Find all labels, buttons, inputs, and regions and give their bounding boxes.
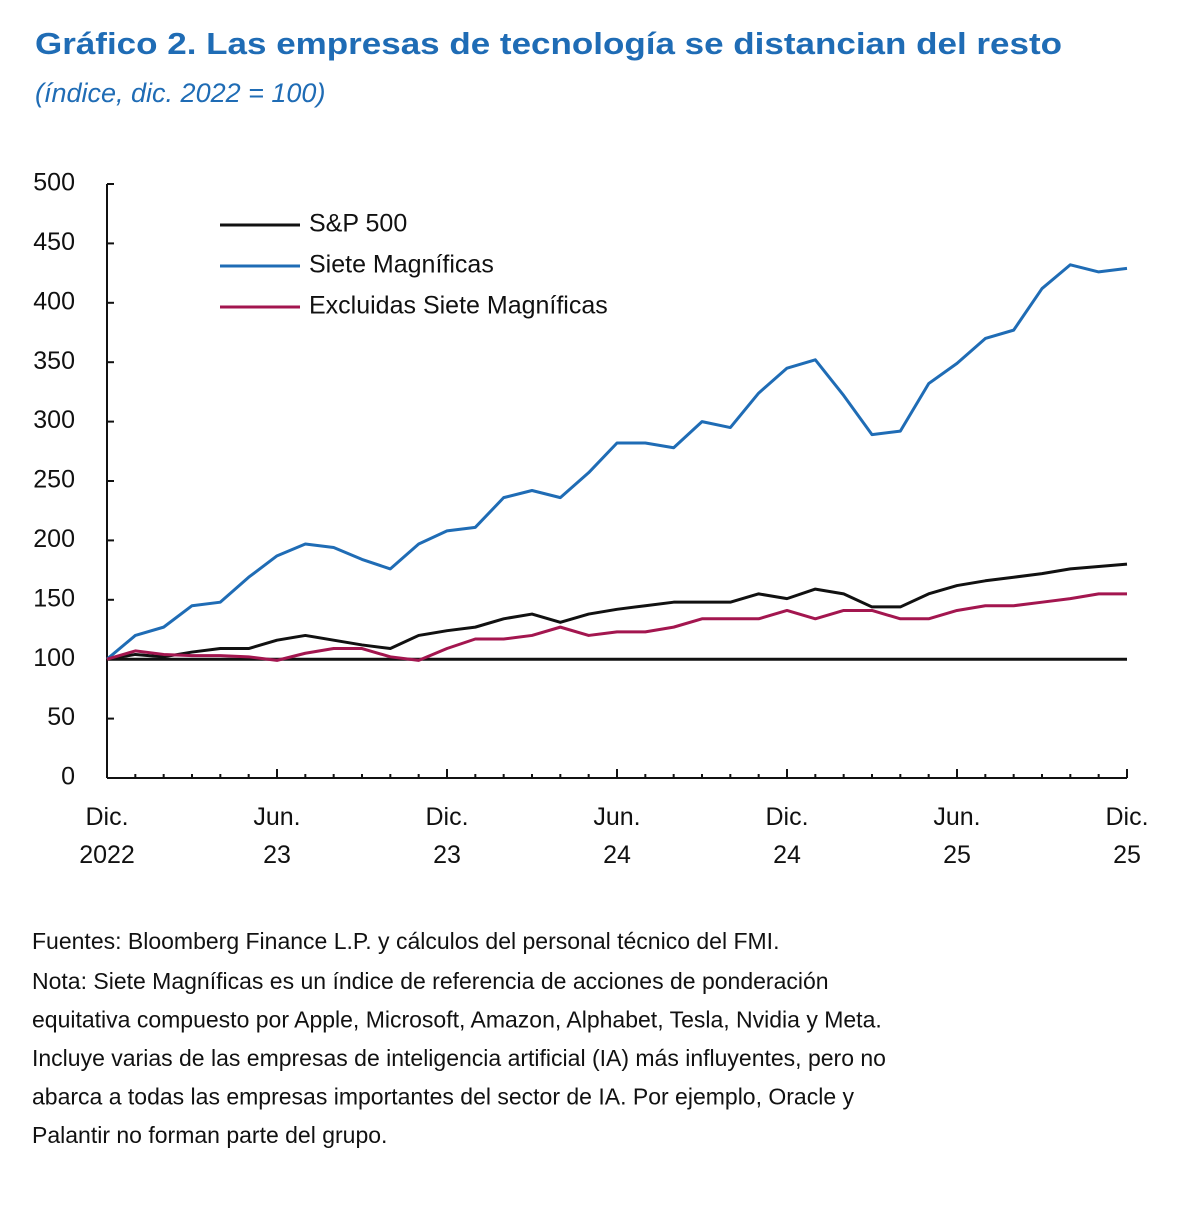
series-line — [106, 592, 1127, 662]
note-line: Incluye varias de las empresas de inteli… — [32, 1045, 886, 1071]
legend-label: S&P 500 — [309, 210, 407, 238]
x-tick-label: Jun. 24 — [593, 803, 640, 869]
note-line: abarca a todas las empresas importantes … — [32, 1084, 855, 1110]
x-tick-label: Jun. 23 — [253, 803, 300, 869]
y-tick-label: 200 — [33, 525, 75, 553]
x-tick-label: Jun. 25 — [933, 803, 980, 869]
y-tick-label: 250 — [33, 466, 75, 494]
note-line: equitativa compuesto por Apple, Microsof… — [32, 1007, 882, 1033]
series-line — [106, 562, 1128, 661]
chart-title: Gráfico 2. Las empresas de tecnología se… — [35, 26, 1062, 61]
y-tick-label: 150 — [33, 584, 75, 612]
y-tick-label: 300 — [33, 406, 75, 434]
note-line: Nota: Siete Magníficas es un índice de r… — [32, 968, 829, 994]
y-tick-label: 400 — [33, 287, 75, 315]
y-tick-label: 100 — [33, 644, 75, 672]
x-tick-label: Dic. 25 — [1105, 803, 1148, 869]
legend-label: Siete Magníficas — [309, 251, 494, 279]
legend-label: Excluidas Siete Magníficas — [309, 292, 608, 320]
y-tick-label: 450 — [33, 228, 75, 256]
series-line — [106, 263, 1128, 661]
y-tick-label: 0 — [61, 763, 75, 791]
x-tick-label: Dic. 23 — [425, 803, 468, 869]
y-tick-label: 350 — [33, 347, 75, 375]
note-line: Palantir no forman parte del grupo. — [32, 1122, 387, 1148]
x-tick-label: Dic. 2022 — [79, 803, 135, 869]
chart-subtitle: (índice, dic. 2022 = 100) — [35, 78, 325, 108]
source: Fuentes: Bloomberg Finance L.P. y cálcul… — [32, 928, 779, 954]
x-tick-label: Dic. 24 — [765, 803, 808, 869]
y-tick-label: 50 — [47, 703, 75, 731]
y-tick-label: 500 — [33, 169, 75, 197]
